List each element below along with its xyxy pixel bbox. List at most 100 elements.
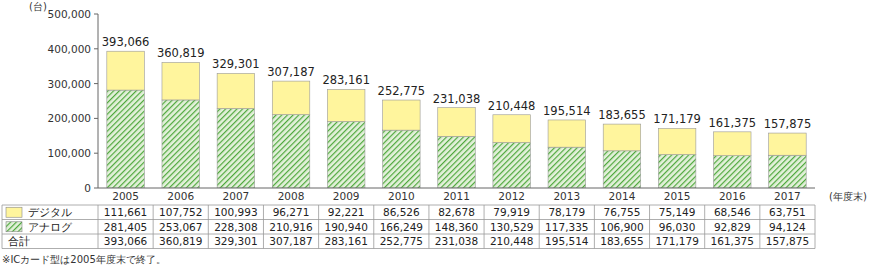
table-cell: 96,271 [273, 206, 310, 218]
x-tick-label: 2017 [774, 190, 801, 202]
bar-segment [658, 128, 696, 154]
x-tick-label: 2016 [719, 190, 746, 202]
table-cell: 360,819 [159, 235, 202, 247]
table-cell: 231,038 [435, 235, 478, 247]
total-label: 171,179 [653, 112, 701, 126]
table-cell: 106,900 [600, 221, 643, 233]
total-label: 283,161 [322, 73, 370, 87]
table-cell: 148,360 [435, 221, 478, 233]
total-label: 329,301 [212, 57, 260, 71]
table-cell: 252,775 [380, 235, 423, 247]
legend-swatch [6, 207, 22, 217]
bar-segment [438, 108, 476, 137]
table-cell: 78,179 [548, 206, 585, 218]
table-cell: 307,187 [269, 235, 312, 247]
total-label: 157,875 [764, 117, 812, 131]
table-vline [759, 205, 760, 249]
x-tick-label: 2005 [112, 190, 139, 202]
x-axis-label: (年度末) [829, 191, 867, 202]
table-vline [98, 205, 99, 249]
table-row-label: アナログ [28, 221, 73, 233]
table-cell: 283,161 [324, 235, 367, 247]
table-row-label: 合計 [8, 235, 30, 247]
table-vline [2, 205, 3, 249]
total-label: 307,187 [267, 65, 315, 79]
total-label: 195,514 [543, 104, 591, 118]
table-hline [2, 248, 815, 249]
table-cell: 86,526 [383, 206, 420, 218]
y-tick-label: 400,000 [48, 43, 91, 55]
table-cell: 166,249 [380, 221, 423, 233]
table-cell: 82,678 [438, 206, 475, 218]
y-tick-label: 300,000 [48, 78, 91, 90]
x-tick-label: 2011 [443, 190, 470, 202]
table-vline [539, 205, 540, 249]
y-axis-line [98, 14, 99, 188]
x-tick-label: 2015 [664, 190, 691, 202]
total-label: 210,448 [488, 99, 536, 113]
y-tick-label: 500,000 [48, 8, 91, 20]
table-cell: 68,546 [714, 206, 751, 218]
table-cell: 190,940 [324, 221, 367, 233]
x-tick-label: 2013 [553, 190, 580, 202]
table-vline [428, 205, 429, 249]
x-axis-line [98, 188, 815, 189]
bar-segment [217, 109, 255, 188]
bar-segment [548, 147, 586, 188]
table-cell: 94,124 [769, 221, 806, 233]
table-row-label: デジタル [28, 206, 72, 218]
table-cell: 79,919 [493, 206, 530, 218]
bar-segment [327, 89, 365, 121]
y-tick [94, 153, 98, 154]
table-cell: 253,067 [159, 221, 202, 233]
table-vline [594, 205, 595, 249]
bar-segment [383, 100, 421, 130]
y-tick-label: 100,000 [48, 147, 91, 159]
bar-segment [272, 115, 310, 188]
table-cell: 130,529 [490, 221, 533, 233]
bar-segment [714, 132, 752, 156]
x-tick-label: 2007 [223, 190, 250, 202]
table-cell: 171,179 [655, 235, 698, 247]
y-tick [94, 118, 98, 119]
y-tick [94, 14, 98, 15]
table-vline [649, 205, 650, 249]
x-tick-label: 2012 [498, 190, 525, 202]
bar-segment [107, 51, 145, 90]
bar-segment [714, 156, 752, 188]
bar-segment [493, 143, 531, 188]
y-tick-label: 0 [84, 182, 91, 194]
table-vline [815, 205, 816, 249]
table-cell: 92,221 [328, 206, 365, 218]
table-vline [153, 205, 154, 249]
table-cell: 96,030 [659, 221, 696, 233]
bar-segment [493, 115, 531, 143]
bar-segment [162, 62, 200, 99]
bar-segment [327, 122, 365, 188]
bar-segment [107, 90, 145, 188]
bar-segment [769, 155, 807, 188]
bar-segment [162, 100, 200, 188]
table-cell: 76,755 [604, 206, 641, 218]
bar-segment [217, 73, 255, 108]
table-cell: 393,066 [104, 235, 148, 247]
bar-segment [769, 133, 807, 155]
table-cell: 100,993 [214, 206, 257, 218]
x-tick-label: 2009 [333, 190, 360, 202]
bar-segment [658, 155, 696, 188]
y-axis-label: (台) [29, 1, 47, 12]
y-tick [94, 83, 98, 84]
legend-swatch [6, 222, 22, 232]
total-label: 161,375 [708, 116, 756, 130]
x-tick-label: 2010 [388, 190, 415, 202]
total-label: 252,775 [378, 84, 426, 98]
table-vline [318, 205, 319, 249]
x-tick-label: 2008 [278, 190, 305, 202]
table-cell: 157,875 [766, 235, 809, 247]
table-vline [263, 205, 264, 249]
table-cell: 161,375 [711, 235, 754, 247]
y-tick [94, 48, 98, 49]
table-cell: 210,448 [490, 235, 533, 247]
total-label: 183,655 [598, 108, 646, 122]
total-label: 360,819 [157, 46, 205, 60]
